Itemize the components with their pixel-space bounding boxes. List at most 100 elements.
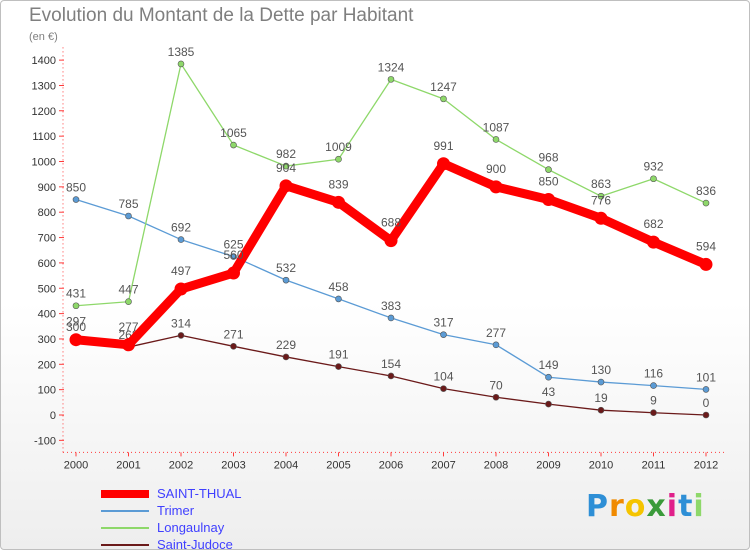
data-label-saint-thual: 297: [66, 315, 86, 329]
data-point-longaulnay: [492, 136, 500, 143]
data-label-longaulnay: 982: [276, 147, 296, 161]
x-tick-label: 2006: [379, 459, 403, 471]
y-tick-label: 0: [50, 410, 56, 422]
data-label-saint-judoce: 104: [433, 370, 453, 384]
y-tick-label: 300: [38, 334, 56, 346]
legend-swatch-longaulnay: [101, 526, 149, 529]
y-tick-label: 1400: [32, 55, 56, 67]
logo-letter: P: [586, 489, 609, 524]
data-point-saint-thual: [332, 195, 345, 209]
data-label-trimer: 692: [171, 221, 191, 235]
x-tick-label: 2005: [326, 459, 350, 471]
x-tick-label: 2004: [274, 459, 298, 471]
data-label-longaulnay: 431: [66, 287, 86, 301]
data-label-saint-thual: 688: [381, 216, 401, 230]
y-tick-label: 200: [38, 359, 56, 371]
data-point-saint-judoce: [177, 332, 185, 339]
data-point-saint-thual: [279, 179, 293, 193]
data-label-saint-judoce: 154: [381, 357, 401, 371]
data-point-saint-thual: [384, 234, 398, 248]
data-point-trimer: [702, 386, 710, 393]
y-tick-label: 900: [38, 182, 56, 194]
data-label-saint-thual: 277: [118, 320, 138, 334]
legend-label: Saint-Judoce: [157, 537, 233, 550]
logo-letter: x: [646, 489, 667, 524]
data-point-longaulnay: [177, 60, 185, 68]
data-point-saint-thual: [699, 257, 713, 271]
data-point-saint-thual: [174, 282, 188, 296]
data-point-trimer: [597, 378, 605, 386]
data-point-trimer: [230, 253, 237, 260]
data-label-saint-judoce: 43: [542, 385, 556, 399]
legend-swatch-trimer: [101, 509, 149, 512]
x-tick-label: 2010: [589, 459, 613, 471]
data-point-longaulnay: [597, 192, 605, 200]
y-tick-label: 700: [38, 233, 56, 245]
data-label-saint-thual: 497: [171, 264, 191, 278]
data-point-saint-judoce: [387, 372, 395, 380]
data-point-saint-thual: [489, 180, 503, 194]
data-label-trimer: 149: [538, 358, 558, 372]
logo-letter: i: [693, 489, 705, 524]
data-point-saint-judoce: [545, 400, 552, 408]
legend-item-longaulnay: Longaulnay: [101, 519, 242, 536]
data-point-trimer: [177, 236, 185, 243]
data-label-saint-judoce: 314: [171, 316, 191, 330]
chart-subtitle: (en €): [29, 31, 58, 43]
data-label-longaulnay: 836: [696, 184, 716, 198]
data-label-longaulnay: 1065: [220, 126, 247, 140]
data-label-saint-thual: 900: [486, 162, 506, 176]
data-label-trimer: 116: [644, 367, 663, 381]
data-label-trimer: 532: [276, 261, 296, 275]
data-label-saint-judoce: 300: [66, 320, 86, 334]
data-label-saint-judoce: 229: [276, 338, 296, 352]
data-label-longaulnay: 1324: [378, 60, 405, 74]
legend-item-saint-judoce: Saint-Judoce: [101, 536, 242, 550]
data-label-longaulnay: 1087: [483, 120, 510, 134]
data-label-longaulnay: 968: [538, 151, 558, 165]
data-point-saint-judoce: [440, 385, 447, 392]
data-point-trimer: [72, 196, 80, 203]
x-tick-label: 2009: [536, 459, 560, 471]
data-label-trimer: 785: [118, 197, 138, 211]
y-tick-label: 100: [38, 385, 56, 397]
data-point-longaulnay: [387, 76, 395, 83]
x-tick-label: 2002: [169, 459, 193, 471]
data-point-saint-judoce: [597, 406, 605, 414]
data-point-saint-thual: [227, 266, 240, 280]
data-point-longaulnay: [440, 95, 447, 103]
data-label-trimer: 458: [328, 280, 348, 294]
data-label-trimer: 625: [223, 238, 243, 252]
data-point-trimer: [282, 276, 290, 284]
data-point-saint-judoce: [650, 409, 657, 417]
data-point-saint-judoce: [282, 353, 290, 361]
logo-letter: r: [609, 489, 625, 524]
legend-item-saint-thual: SAINT-THUAL: [101, 485, 242, 502]
data-label-saint-judoce: 0: [703, 396, 710, 410]
x-tick-label: 2003: [221, 459, 245, 471]
data-point-trimer: [440, 331, 447, 338]
y-tick-label: 1100: [32, 131, 56, 143]
legend-item-trimer: Trimer: [101, 502, 242, 519]
legend-swatch-saint-thual: [101, 489, 149, 498]
data-point-longaulnay: [545, 166, 552, 173]
proxiti-logo: Proxiti: [586, 489, 705, 524]
data-label-trimer: 130: [591, 363, 611, 377]
data-point-saint-thual: [594, 211, 608, 225]
y-tick-label: 400: [38, 309, 56, 321]
x-tick-label: 2007: [431, 459, 455, 471]
data-point-longaulnay: [125, 298, 132, 305]
legend-label: Longaulnay: [157, 520, 225, 535]
data-point-longaulnay: [335, 155, 342, 163]
y-tick-label: 1000: [32, 157, 56, 169]
data-point-longaulnay: [702, 199, 710, 207]
data-label-trimer: 850: [66, 181, 86, 195]
data-label-saint-thual: 904: [276, 161, 296, 175]
legend-label: Trimer: [157, 503, 195, 518]
legend-label: SAINT-THUAL: [157, 486, 242, 501]
x-tick-label: 2000: [64, 459, 88, 471]
data-point-trimer: [335, 295, 342, 303]
y-tick-label: 1300: [32, 80, 56, 92]
